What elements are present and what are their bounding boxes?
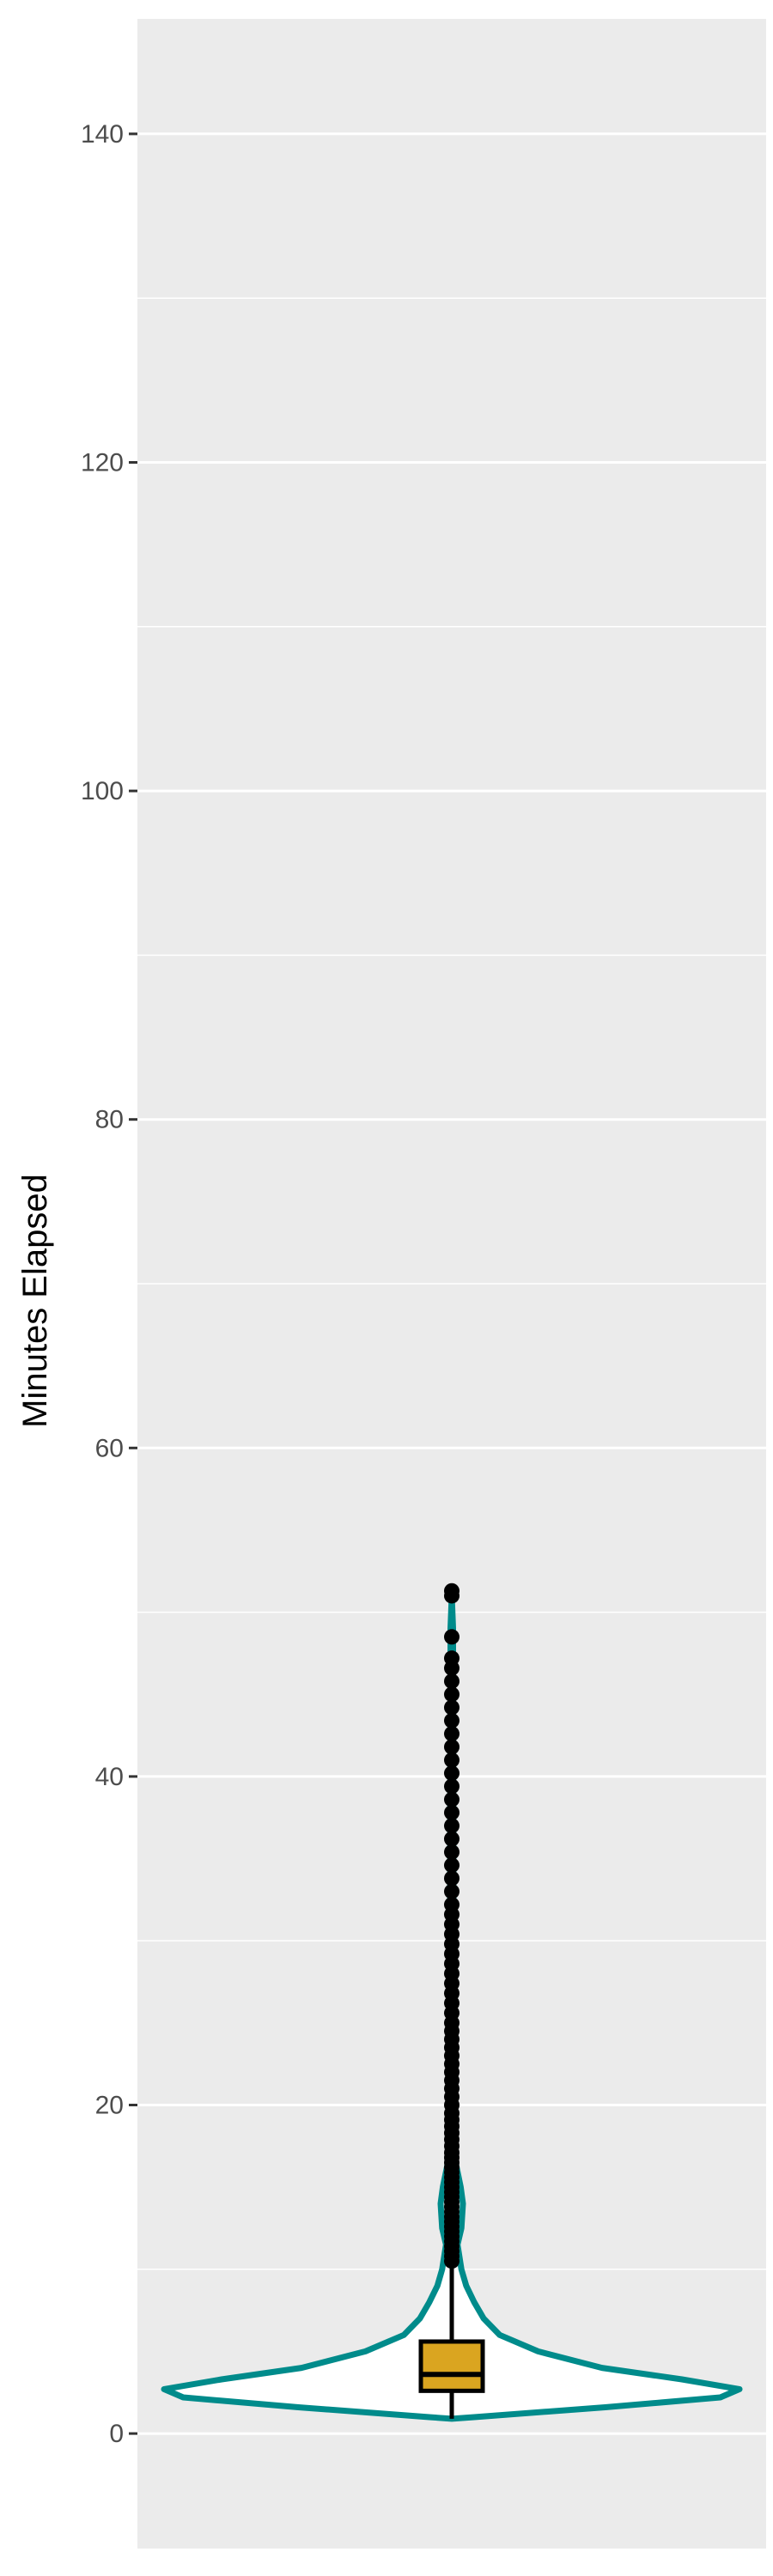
outlier-point	[444, 1650, 460, 1667]
y-tick-label: 100	[81, 777, 124, 805]
y-axis: 0 20 40 60 80 100 120 140	[81, 120, 137, 2448]
outlier-point	[444, 1791, 460, 1807]
outlier-point	[444, 1726, 460, 1742]
outlier-point	[444, 1857, 460, 1874]
outlier-point	[444, 1583, 460, 1599]
iqr-box	[418, 2339, 485, 2393]
y-tick-label: 80	[95, 1106, 124, 1134]
outlier-point	[444, 1804, 460, 1820]
outlier-point	[444, 1897, 460, 1913]
outlier-point	[444, 1870, 460, 1886]
outlier-point	[444, 1765, 460, 1782]
outlier-point	[444, 1778, 460, 1795]
outlier-point	[444, 1699, 460, 1716]
outlier-point	[444, 1752, 460, 1768]
y-tick-label: 0	[109, 2420, 124, 2448]
outlier-point	[444, 1629, 460, 1645]
outlier-point	[444, 1844, 460, 1860]
y-tick-label: 20	[95, 2091, 124, 2119]
y-tick-label: 60	[95, 1434, 124, 1462]
y-axis-title: Minutes Elapsed	[16, 1174, 54, 1428]
outlier-points	[444, 1583, 460, 2269]
outlier-point	[444, 1712, 460, 1728]
outlier-point	[444, 1818, 460, 1834]
y-tick-label: 120	[81, 449, 124, 477]
outlier-point	[444, 1686, 460, 1703]
outlier-point	[444, 1883, 460, 1899]
y-tick-label: 40	[95, 1763, 124, 1791]
outlier-point	[444, 1831, 460, 1847]
y-tick-label: 140	[81, 120, 124, 149]
outlier-point	[444, 1739, 460, 1755]
outlier-point	[444, 1673, 460, 1689]
box-plot	[418, 2265, 485, 2419]
